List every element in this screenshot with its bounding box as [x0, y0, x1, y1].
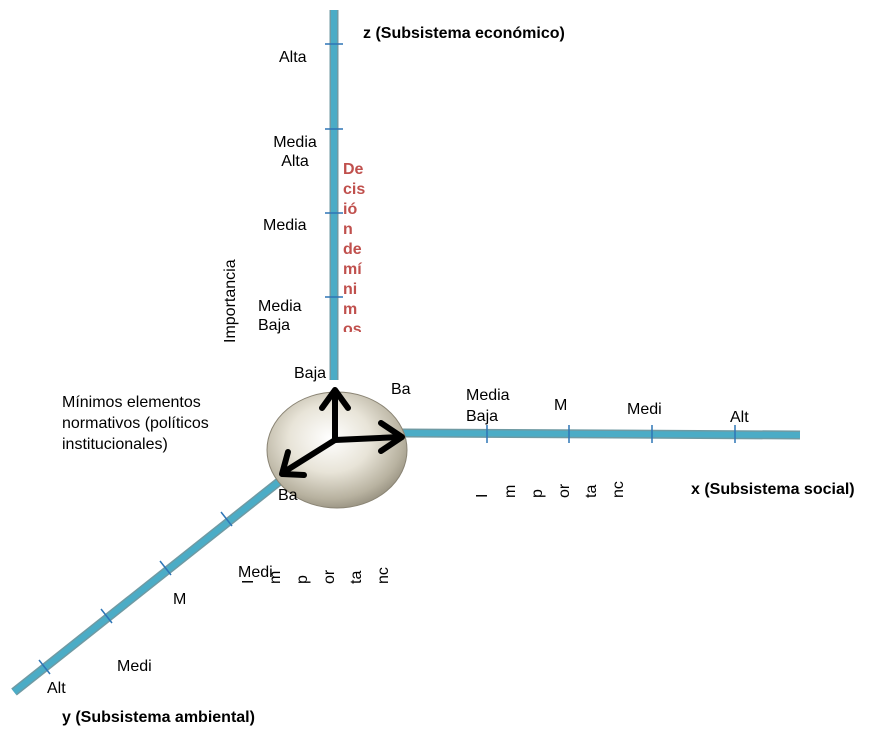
- x-importance-fragment: ta: [583, 484, 600, 498]
- x-level-alt: Alt: [730, 409, 749, 426]
- x-level-m: M: [554, 397, 568, 414]
- x-level-medi-clip: Medi: [627, 400, 677, 426]
- origin-text: Mínimos elementos normativos (políticos …: [62, 394, 209, 453]
- decision-label: De cis ió n de mí ni m os: [343, 160, 375, 332]
- y-importance-fragment: p: [294, 575, 311, 584]
- z-level-baja: Baja: [294, 365, 327, 382]
- arrowhead-y: [279, 449, 307, 478]
- x-importance-fragment: m: [502, 484, 519, 498]
- decision-fragment: ió: [343, 201, 358, 218]
- decision-fragment: os: [343, 321, 362, 332]
- arrow-y: [281, 437, 338, 475]
- y-level-m: M: [173, 591, 187, 608]
- y-level-medi: Medi: [117, 658, 152, 675]
- x-axis-ticks: [486, 425, 736, 443]
- y-importance-fragment: m: [267, 570, 284, 584]
- y-level-medi-clip: Medi: [117, 657, 163, 681]
- y-axis-title: y (Subsistema ambiental): [62, 709, 255, 726]
- y-importance-fragment: nc: [375, 567, 392, 584]
- y-importance-fragment: or: [321, 569, 338, 584]
- z-level-baja-clip: Baja: [294, 364, 334, 383]
- x-level-ba: Ba: [391, 381, 411, 398]
- z-level-media-baja: Media Baja: [258, 298, 302, 334]
- decision-fragment: de: [343, 241, 362, 258]
- x-level-ba-clip: Ba: [391, 380, 413, 410]
- y-level-medi-upper: Medi: [238, 564, 273, 581]
- x-importance-fragment: or: [556, 483, 573, 498]
- decision-fragment: n: [343, 221, 353, 238]
- x-importance-fragment: I: [474, 493, 491, 498]
- y-level-m-clip: M: [173, 590, 197, 620]
- y-level-alt: Alt: [47, 680, 66, 697]
- x-axis-title: x (Subsistema social): [691, 481, 855, 498]
- decision-fragment: ni: [343, 281, 358, 298]
- importance-label: Importancia: [222, 259, 239, 343]
- y-axis: [11, 461, 303, 696]
- y-importance-fragment: ta: [348, 570, 365, 584]
- y-importance-fragment: I: [240, 579, 257, 584]
- x-axis: [399, 425, 801, 443]
- y-level-ba: Ba: [278, 487, 298, 504]
- decision-fragment: cis: [343, 181, 366, 198]
- x-level-medi: Medi: [627, 401, 662, 418]
- z-level-media-alta: Media Alta: [273, 134, 317, 170]
- z-axis-title: z (Subsistema económico): [363, 25, 565, 42]
- y-axis-ticks: [38, 511, 233, 675]
- arrowhead-x: [378, 420, 405, 454]
- x-importance-fragment: nc: [610, 481, 627, 498]
- y-level-ba-clip: Ba: [278, 486, 304, 522]
- origin-text-clip: Mínimos elementos normativos (políticos …: [62, 392, 252, 456]
- decision-fragment: mí: [343, 261, 362, 278]
- x-importance-fragment: p: [529, 489, 546, 498]
- z-level-alta: Alta: [279, 49, 307, 66]
- x-level-media-baja: Media Baja: [466, 387, 510, 425]
- decision-fragment: m: [343, 301, 358, 318]
- z-level-media: Media: [263, 217, 307, 234]
- z-axis-ticks: [325, 43, 343, 298]
- arrowhead-z: [319, 387, 351, 411]
- z-axis: [325, 10, 343, 380]
- origin-arrows: [279, 387, 405, 478]
- arrow-x: [332, 434, 403, 443]
- x-level-m-clip: M: [554, 396, 578, 420]
- decision-fragment: De: [343, 161, 364, 178]
